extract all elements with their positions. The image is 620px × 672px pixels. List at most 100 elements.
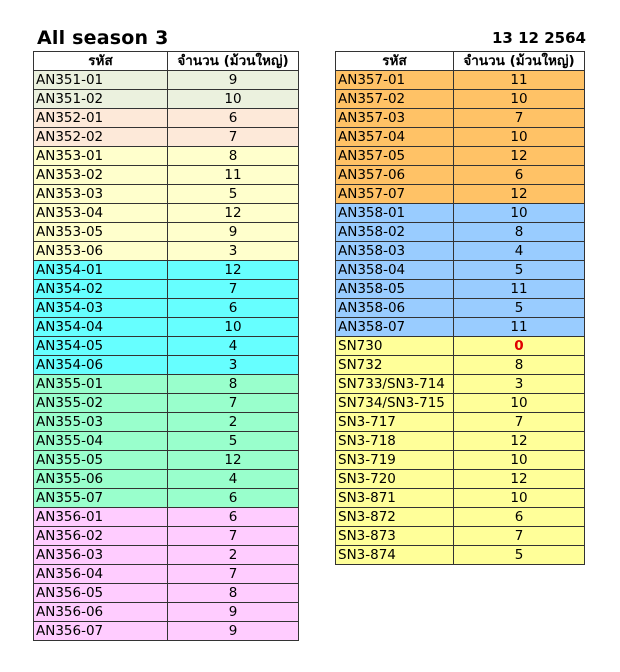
qty-cell[interactable]: 7 bbox=[453, 412, 585, 432]
qty-cell[interactable]: 3 bbox=[453, 374, 585, 394]
code-cell[interactable]: AN353-04 bbox=[33, 203, 168, 223]
qty-cell[interactable]: 10 bbox=[453, 488, 585, 508]
qty-cell[interactable]: 2 bbox=[167, 412, 299, 432]
code-cell[interactable]: AN357-02 bbox=[335, 89, 454, 109]
code-cell[interactable]: AN357-05 bbox=[335, 146, 454, 166]
qty-cell[interactable]: 5 bbox=[453, 260, 585, 280]
code-cell[interactable]: AN356-07 bbox=[33, 621, 168, 641]
code-header[interactable]: รหัส bbox=[33, 51, 168, 71]
code-cell[interactable]: AN358-07 bbox=[335, 317, 454, 337]
qty-cell[interactable]: 7 bbox=[167, 127, 299, 147]
code-cell[interactable]: AN356-04 bbox=[33, 564, 168, 584]
code-cell[interactable]: SN3-719 bbox=[335, 450, 454, 470]
qty-cell[interactable]: 7 bbox=[453, 526, 585, 546]
qty-cell[interactable]: 3 bbox=[167, 241, 299, 261]
qty-cell[interactable]: 10 bbox=[167, 317, 299, 337]
qty-cell[interactable]: 8 bbox=[453, 355, 585, 375]
qty-header[interactable]: จำนวน (ม้วนใหญ่) bbox=[167, 51, 299, 71]
qty-cell[interactable]: 12 bbox=[453, 184, 585, 204]
qty-header[interactable]: จำนวน (ม้วนใหญ่) bbox=[453, 51, 585, 71]
code-cell[interactable]: AN354-05 bbox=[33, 336, 168, 356]
qty-cell[interactable]: 5 bbox=[167, 184, 299, 204]
qty-cell[interactable]: 9 bbox=[167, 621, 299, 641]
code-cell[interactable]: AN355-04 bbox=[33, 431, 168, 451]
code-cell[interactable]: AN357-06 bbox=[335, 165, 454, 185]
code-cell[interactable]: SN732 bbox=[335, 355, 454, 375]
code-cell[interactable]: AN352-01 bbox=[33, 108, 168, 128]
code-cell[interactable]: AN354-02 bbox=[33, 279, 168, 299]
code-cell[interactable]: AN353-01 bbox=[33, 146, 168, 166]
code-cell[interactable]: SN733/SN3-714 bbox=[335, 374, 454, 394]
qty-cell[interactable]: 8 bbox=[167, 374, 299, 394]
qty-cell[interactable]: 6 bbox=[453, 507, 585, 527]
qty-cell[interactable]: 10 bbox=[453, 203, 585, 223]
code-cell[interactable]: AN357-04 bbox=[335, 127, 454, 147]
qty-cell[interactable]: 7 bbox=[167, 526, 299, 546]
qty-cell[interactable]: 9 bbox=[167, 602, 299, 622]
qty-cell[interactable]: 7 bbox=[167, 279, 299, 299]
code-cell[interactable]: AN355-06 bbox=[33, 469, 168, 489]
code-cell[interactable]: SN730 bbox=[335, 336, 454, 356]
qty-cell[interactable]: 4 bbox=[453, 241, 585, 261]
qty-cell[interactable]: 6 bbox=[167, 488, 299, 508]
qty-cell[interactable]: 11 bbox=[167, 165, 299, 185]
code-cell[interactable]: AN357-07 bbox=[335, 184, 454, 204]
qty-cell[interactable]: 8 bbox=[167, 146, 299, 166]
code-cell[interactable]: AN358-03 bbox=[335, 241, 454, 261]
qty-cell[interactable]: 6 bbox=[167, 507, 299, 527]
code-cell[interactable]: SN734/SN3-715 bbox=[335, 393, 454, 413]
qty-cell[interactable]: 7 bbox=[453, 108, 585, 128]
code-cell[interactable]: AN356-03 bbox=[33, 545, 168, 565]
qty-cell[interactable]: 11 bbox=[453, 279, 585, 299]
code-cell[interactable]: AN354-04 bbox=[33, 317, 168, 337]
qty-cell[interactable]: 10 bbox=[453, 450, 585, 470]
code-cell[interactable]: AN353-06 bbox=[33, 241, 168, 261]
qty-cell[interactable]: 6 bbox=[167, 298, 299, 318]
qty-cell[interactable]: 10 bbox=[167, 89, 299, 109]
qty-cell[interactable]: 12 bbox=[453, 469, 585, 489]
code-cell[interactable]: AN351-02 bbox=[33, 89, 168, 109]
code-cell[interactable]: AN356-01 bbox=[33, 507, 168, 527]
code-cell[interactable]: AN358-06 bbox=[335, 298, 454, 318]
code-cell[interactable]: SN3-872 bbox=[335, 507, 454, 527]
code-cell[interactable]: AN358-04 bbox=[335, 260, 454, 280]
qty-cell[interactable]: 5 bbox=[453, 298, 585, 318]
code-cell[interactable]: AN355-07 bbox=[33, 488, 168, 508]
qty-cell[interactable]: 10 bbox=[453, 89, 585, 109]
qty-cell[interactable]: 12 bbox=[167, 203, 299, 223]
qty-cell[interactable]: 6 bbox=[167, 108, 299, 128]
qty-cell[interactable]: 9 bbox=[167, 222, 299, 242]
qty-cell[interactable]: 5 bbox=[167, 431, 299, 451]
qty-cell[interactable]: 4 bbox=[167, 469, 299, 489]
code-cell[interactable]: AN358-02 bbox=[335, 222, 454, 242]
code-cell[interactable]: AN353-03 bbox=[33, 184, 168, 204]
qty-cell[interactable]: 9 bbox=[167, 70, 299, 90]
qty-cell[interactable]: 7 bbox=[167, 393, 299, 413]
qty-cell[interactable]: 2 bbox=[167, 545, 299, 565]
code-cell[interactable]: AN358-05 bbox=[335, 279, 454, 299]
qty-cell[interactable]: 12 bbox=[167, 260, 299, 280]
code-header[interactable]: รหัส bbox=[335, 51, 454, 71]
code-cell[interactable]: SN3-871 bbox=[335, 488, 454, 508]
qty-cell[interactable]: 6 bbox=[453, 165, 585, 185]
code-cell[interactable]: AN356-05 bbox=[33, 583, 168, 603]
code-cell[interactable]: AN357-01 bbox=[335, 70, 454, 90]
code-cell[interactable]: AN354-01 bbox=[33, 260, 168, 280]
qty-cell[interactable]: 8 bbox=[453, 222, 585, 242]
code-cell[interactable]: AN358-01 bbox=[335, 203, 454, 223]
code-cell[interactable]: AN354-06 bbox=[33, 355, 168, 375]
qty-cell[interactable]: 10 bbox=[453, 127, 585, 147]
qty-cell[interactable]: 5 bbox=[453, 545, 585, 565]
code-cell[interactable]: AN352-02 bbox=[33, 127, 168, 147]
qty-cell[interactable]: 12 bbox=[453, 431, 585, 451]
qty-cell[interactable]: 12 bbox=[453, 146, 585, 166]
qty-cell[interactable]: 11 bbox=[453, 317, 585, 337]
code-cell[interactable]: AN354-03 bbox=[33, 298, 168, 318]
qty-cell[interactable]: 10 bbox=[453, 393, 585, 413]
code-cell[interactable]: AN355-02 bbox=[33, 393, 168, 413]
code-cell[interactable]: AN353-05 bbox=[33, 222, 168, 242]
code-cell[interactable]: SN3-874 bbox=[335, 545, 454, 565]
qty-cell[interactable]: 3 bbox=[167, 355, 299, 375]
qty-cell[interactable]: 0 bbox=[453, 336, 585, 356]
code-cell[interactable]: AN355-03 bbox=[33, 412, 168, 432]
